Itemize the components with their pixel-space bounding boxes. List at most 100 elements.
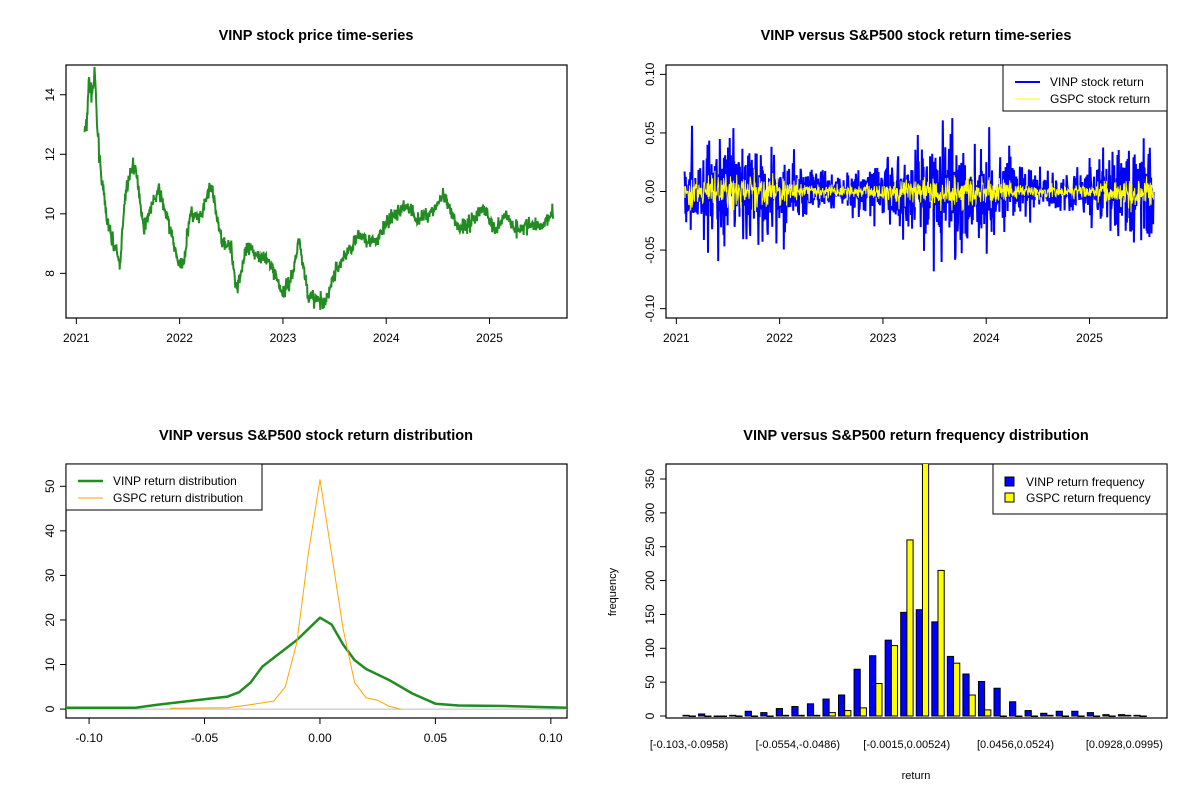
gspc-bar	[937, 569, 945, 717]
gspc-bar	[704, 715, 712, 717]
y-axis-label: frequency	[607, 567, 619, 616]
plot-frame	[665, 463, 1168, 719]
gspc-return-line	[684, 169, 1154, 213]
chart-title-returns: VINP versus S&P500 stock return time-ser…	[761, 28, 1072, 44]
y-tick-label: 0.10	[643, 62, 657, 86]
gspc-density-line	[169, 479, 401, 710]
vinp-bar	[775, 708, 783, 717]
vinp-bar	[900, 611, 908, 717]
vinp-bar	[698, 713, 706, 717]
gspc-bar	[782, 714, 790, 717]
gspc-bar	[953, 662, 961, 717]
gspc-bar	[1077, 715, 1085, 717]
gspc-bar	[984, 709, 992, 717]
vinp-bar	[713, 715, 721, 717]
gspc-bar	[828, 712, 836, 717]
x-tick-label: 2024	[373, 331, 400, 345]
x-tick-label: 2022	[166, 331, 193, 345]
vinp-bar	[760, 712, 768, 717]
y-tick-label: 14	[43, 88, 57, 102]
gspc-bar	[797, 714, 805, 717]
gspc-bar	[890, 645, 899, 717]
gspc-bar	[1061, 715, 1070, 717]
vinp-bar	[822, 698, 830, 717]
vinp-bar	[993, 687, 1001, 717]
y-tick-label: 0	[643, 712, 657, 719]
x-tick-label: -0.10	[75, 731, 103, 745]
legend-label: GSPC return frequency	[1026, 491, 1151, 505]
y-tick-label: 40	[43, 524, 57, 538]
chart-title-price: VINP stock price time-series	[219, 28, 414, 44]
y-tick-label: 350	[643, 469, 657, 489]
vinp-bar	[682, 714, 690, 717]
legend-box	[1002, 64, 1168, 112]
x-tick-label: 2023	[270, 331, 297, 345]
y-tick-label: 12	[43, 147, 57, 161]
price-series-line	[83, 66, 555, 310]
vinp-bar	[1040, 712, 1048, 717]
y-tick-label: 300	[643, 503, 657, 523]
vinp-bar	[931, 621, 939, 717]
gspc-bar	[719, 715, 727, 717]
y-tick-label: -0.05	[643, 236, 657, 264]
x-tick-label: 2024	[973, 331, 1000, 345]
y-tick-label: 50	[643, 675, 657, 689]
x-tick-label: 2021	[663, 331, 690, 345]
x-tick-label: 0.00	[308, 731, 332, 745]
y-tick-label: 200	[643, 570, 657, 590]
y-tick-label: 250	[643, 536, 657, 556]
x-category-label: [-0.0554,-0.0486)	[756, 739, 840, 751]
legend-swatch	[1004, 492, 1015, 503]
y-tick-label: 0	[43, 705, 57, 712]
gspc-bar	[1139, 715, 1147, 717]
vinp-bar	[729, 714, 737, 717]
gspc-bar	[844, 710, 852, 717]
gspc-bar	[859, 707, 867, 717]
y-tick-label: 20	[43, 613, 57, 627]
legend-box	[992, 463, 1168, 515]
vinp-bar	[853, 668, 861, 717]
vinp-bar	[1009, 701, 1017, 717]
gspc-bar	[735, 715, 743, 717]
vinp-density-line	[66, 616, 568, 710]
vinp-bar	[1024, 710, 1032, 717]
x-tick-label: 2022	[766, 331, 793, 345]
chart-title-density: VINP versus S&P500 stock return distribu…	[159, 428, 473, 444]
vinp-return-line	[683, 118, 1155, 272]
chart-title-histogram: VINP versus S&P500 return frequency dist…	[743, 428, 1088, 444]
y-tick-label: 10	[43, 658, 57, 672]
legend-box	[65, 463, 263, 511]
gspc-bar	[968, 694, 976, 717]
vinp-bar	[962, 673, 970, 717]
vinp-bar	[869, 655, 877, 717]
gspc-bar	[1046, 714, 1054, 717]
gspc-bar	[688, 715, 696, 717]
vinp-bar	[791, 706, 799, 717]
panel-returns: 2021 2022 2023 2024 2025 -0.10 -0.05 0.00 0.05 0.…	[643, 62, 1168, 345]
gspc-bar	[1108, 715, 1116, 717]
panel-histogram: 0 50 100 150 200 250 300 350 [-0.103,-0.0958) [-0…	[643, 463, 1168, 751]
legend: VINP return frequency GSPC return frequen…	[992, 463, 1168, 515]
vinp-bar	[1086, 712, 1095, 717]
vinp-bar	[1133, 714, 1141, 717]
legend-label: VINP return frequency	[1026, 475, 1145, 489]
x-category-label: [0.0928,0.0995)	[1086, 739, 1163, 751]
y-tick-label: 150	[643, 604, 657, 624]
vinp-bar	[1102, 714, 1110, 717]
bars	[682, 464, 1147, 717]
y-tick-label: 0.05	[643, 121, 657, 145]
y-tick-label: 100	[643, 638, 657, 658]
x-category-label: [-0.103,-0.0958)	[650, 739, 728, 751]
plot-frame	[65, 463, 568, 719]
x-tick-label: 2021	[63, 331, 90, 345]
vinp-bar	[744, 710, 752, 717]
legend: VINP stock return GSPC stock return	[1002, 64, 1168, 112]
y-tick-label: 50	[43, 479, 57, 493]
vinp-bar	[1071, 710, 1079, 717]
gspc-bar	[813, 714, 821, 717]
gspc-bar	[921, 464, 930, 717]
gspc-bar	[766, 715, 774, 717]
x-tick-label: -0.05	[191, 731, 219, 745]
gspc-bar	[1015, 715, 1023, 717]
